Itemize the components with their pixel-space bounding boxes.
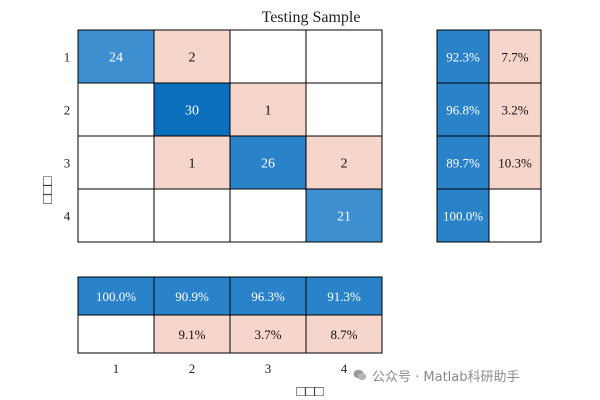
row-tick-label: 3 (64, 156, 71, 171)
matrix-cell (305, 188, 383, 243)
row-summary-cell (488, 82, 542, 137)
column-summary-cell (77, 314, 155, 354)
matrix-cell-value: 21 (337, 210, 351, 225)
matrix-cell-value: 1 (189, 157, 196, 172)
row-summary-matrix: 92.3% 7.7% 96.8% 3.2% 89.7% 10.3% 100.0% (436, 29, 542, 243)
column-summary-cell (153, 276, 231, 316)
column-summary-cell (305, 276, 383, 316)
row-summary-value: 89.7% (446, 156, 480, 171)
column-summary-value: 9.1% (178, 327, 205, 342)
row-tick-label: 2 (64, 103, 71, 118)
matrix-cell (229, 82, 307, 137)
column-summary-cell (229, 314, 307, 354)
matrix-cell-value: 26 (261, 157, 275, 172)
row-summary-value: 92.3% (446, 50, 480, 65)
row-tick-label: 4 (64, 209, 71, 224)
chart-title: Testing Sample (262, 9, 361, 26)
matrix-cell (229, 188, 307, 243)
column-tick-label: 4 (341, 361, 348, 376)
matrix-cell-value: 1 (265, 104, 272, 119)
column-summary-value: 90.9% (175, 289, 209, 304)
matrix-cell (77, 82, 155, 137)
row-summary-cell (488, 29, 542, 84)
matrix-cell (153, 82, 231, 137)
row-tick-label: 1 (64, 50, 71, 65)
column-summary-cell (77, 276, 155, 316)
matrix-cell (229, 135, 307, 190)
row-summary-value: 100.0% (443, 209, 483, 224)
matrix-cell-value: 30 (185, 104, 199, 119)
column-summary-cell (229, 276, 307, 316)
column-tick-label: 1 (113, 361, 120, 376)
matrix-cell-value: 2 (189, 51, 196, 66)
column-summary-value: 8.7% (330, 327, 357, 342)
row-summary-cell (488, 188, 542, 243)
y-axis-label: □□□ (40, 176, 56, 203)
x-axis-label: □□□ (296, 384, 323, 400)
column-summary-cell (305, 314, 383, 354)
row-summary-value: 10.3% (498, 156, 532, 171)
row-summary-cell (488, 135, 542, 190)
column-summary-matrix: 100.0% 90.9% 96.3% 91.3% 9.1% 3.7% 8.7% (77, 276, 383, 354)
column-summary-value: 100.0% (96, 289, 136, 304)
matrix-cell (153, 29, 231, 84)
matrix-cell (77, 135, 155, 190)
row-tick-labels: 1 2 3 4 (64, 50, 71, 224)
matrix-cell (153, 188, 231, 243)
column-summary-value: 91.3% (327, 289, 361, 304)
column-summary-value: 96.3% (251, 289, 285, 304)
wechat-icon (353, 369, 367, 381)
matrix-cell-value: 24 (109, 51, 123, 66)
column-summary-value: 3.7% (254, 327, 281, 342)
column-summary-cell (153, 314, 231, 354)
column-tick-label: 2 (189, 361, 196, 376)
row-summary-value: 3.2% (501, 103, 528, 118)
matrix-cell (77, 188, 155, 243)
watermark-text: 公众号 · Matlab科研助手 (372, 370, 520, 385)
matrix-cell (77, 29, 155, 84)
column-tick-label: 3 (265, 361, 272, 376)
main-matrix: 24 2 30 1 1 26 2 21 (77, 29, 383, 243)
matrix-cell (229, 29, 307, 84)
matrix-cell (305, 82, 383, 137)
matrix-cell-value: 2 (341, 157, 348, 172)
matrix-cell (305, 29, 383, 84)
row-summary-value: 96.8% (446, 103, 480, 118)
row-summary-value: 7.7% (501, 50, 528, 65)
column-tick-labels: 1 2 3 4 (113, 361, 348, 376)
